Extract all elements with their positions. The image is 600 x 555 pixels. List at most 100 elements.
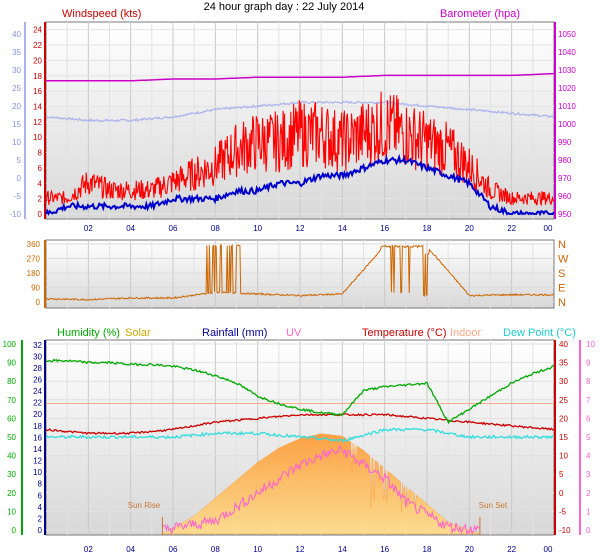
uv-tick-label: 7	[586, 396, 591, 405]
x-tick-label: 20	[465, 545, 474, 554]
humidity-tick-label: 20	[7, 489, 16, 498]
baro-tick-label: 1010	[558, 102, 576, 111]
compass-label: S	[558, 268, 565, 280]
rain-tick-label: 24	[33, 387, 42, 396]
temp-tick-label: -5	[14, 192, 22, 201]
rain-tick-label: 12	[33, 457, 42, 466]
baro-tick-label: 980	[558, 156, 572, 165]
x-tick-label: 12	[296, 545, 305, 554]
humidity-tick-label: 60	[7, 414, 16, 423]
uv-tick-label: 0	[586, 526, 591, 535]
x-tick-label: 22	[507, 224, 516, 233]
humidity-tick-label: 0	[12, 526, 17, 535]
uv-tick-label: 2	[586, 489, 591, 498]
x-tick-label: 14	[338, 224, 347, 233]
direction-tick-label: 180	[27, 269, 41, 278]
wind-tick-label: 0	[38, 210, 43, 219]
dewpoint-line	[45, 427, 555, 444]
solar-area	[162, 433, 480, 535]
x-tick-label: 02	[84, 224, 93, 233]
x-tick-label: 16	[380, 224, 389, 233]
uv-tick-label: 5	[586, 433, 591, 442]
panel2-left-ticks: 360 270 180 90 0	[27, 240, 46, 308]
rain-tick-label: 6	[38, 491, 43, 500]
uv-tick-label: 6	[586, 414, 591, 423]
baro-tick-label: 1040	[558, 48, 576, 57]
x-tick-label: 08	[211, 224, 220, 233]
wind-direction-line	[45, 244, 555, 301]
temp-tick-label: 35	[12, 48, 21, 57]
humidity-tick-label: 10	[7, 507, 16, 516]
humidity-tick-label: 90	[7, 359, 16, 368]
rain-tick-label: 18	[33, 422, 42, 431]
rain-tick-label: 4	[38, 503, 43, 512]
x-tick-label: 14	[338, 545, 347, 554]
rain-tick-label: 0	[38, 526, 43, 535]
x-tick-label: 10	[253, 224, 262, 233]
baro-tick-label: 990	[558, 138, 572, 147]
rain-tick-label: 22	[33, 399, 42, 408]
x-tick-label: 16	[380, 545, 389, 554]
uv-tick-label: 8	[586, 377, 591, 386]
direction-tick-label: 90	[31, 284, 40, 293]
windspeed-average-line	[45, 153, 555, 217]
sunrise-label: Sun Rise	[128, 501, 161, 510]
humidity-line	[45, 358, 555, 425]
temperature-light-line	[46, 100, 555, 123]
panel1-right-ticks: 1050 1040 1030 1020 1010 1000 990 980 970 960 950	[554, 22, 576, 219]
x-tick-label: 18	[423, 545, 432, 554]
legend-temperature: Temperature (°C)	[362, 327, 446, 339]
temp-tick-label: 25	[12, 84, 21, 93]
rain-tick-label: 28	[33, 364, 42, 373]
baro-tick-label: 1030	[558, 66, 576, 75]
rain-tick-label: 26	[33, 376, 42, 385]
wind-tick-label: 8	[38, 149, 43, 158]
uv-tick-label: 3	[586, 470, 591, 479]
legend-humidity: Humidity (%)	[57, 327, 120, 339]
temp-tick-label: 40	[12, 30, 21, 39]
temp-tick-label: 0	[559, 489, 564, 498]
x-tick-label: 06	[169, 545, 178, 554]
windspeed-axis-label: Windspeed (kts)	[62, 8, 141, 20]
panel2-series	[45, 244, 555, 301]
wind-tick-label: 18	[33, 72, 42, 81]
baro-tick-label: 960	[558, 192, 572, 201]
panel3-left-ticks: 1009080706050403020100323028262422201816…	[3, 340, 46, 535]
x-tick-label: 00	[544, 545, 553, 554]
legend-rainfall: Rainfall (mm)	[202, 327, 267, 339]
humidity-tick-label: 40	[7, 452, 16, 461]
windspeed-gust-line	[45, 91, 555, 207]
panel3-x-ticks: 02 04 06 08 10 12 14 16 18 20 22 00	[84, 545, 553, 554]
compass-label: W	[558, 254, 569, 266]
humidity-tick-label: 30	[7, 470, 16, 479]
temp-tick-label: 10	[12, 138, 21, 147]
wind-tick-label: 16	[33, 87, 42, 96]
barometer-line	[46, 72, 555, 82]
wind-tick-label: 4	[38, 179, 43, 188]
rain-tick-label: 14	[33, 445, 42, 454]
temp-tick-label: 25	[559, 396, 568, 405]
temp-tick-label: 30	[559, 377, 568, 386]
direction-tick-label: 0	[36, 298, 41, 307]
panel1-series	[45, 72, 555, 217]
x-tick-label: 04	[126, 224, 135, 233]
panel1-x-ticks: 02 04 06 08 10 12 14 16 18 20 22 00	[84, 224, 553, 233]
humidity-tick-label: 70	[7, 396, 16, 405]
wind-tick-label: 12	[33, 118, 42, 127]
temp-tick-label: 35	[559, 359, 568, 368]
rain-tick-label: 2	[38, 514, 43, 523]
rain-tick-label: 20	[33, 410, 42, 419]
temp-tick-label: -10	[559, 526, 571, 535]
rain-tick-label: 10	[33, 468, 42, 477]
temp-tick-label: 20	[12, 102, 21, 111]
wind-tick-label: 2	[38, 195, 43, 204]
compass-label: E	[558, 283, 565, 295]
baro-tick-label: 950	[558, 210, 572, 219]
wind-tick-label: 10	[33, 133, 42, 142]
temp-tick-label: -10	[9, 210, 21, 219]
panel3-series	[45, 358, 555, 536]
uv-tick-label: 9	[586, 359, 591, 368]
wind-tick-label: 14	[33, 102, 42, 111]
